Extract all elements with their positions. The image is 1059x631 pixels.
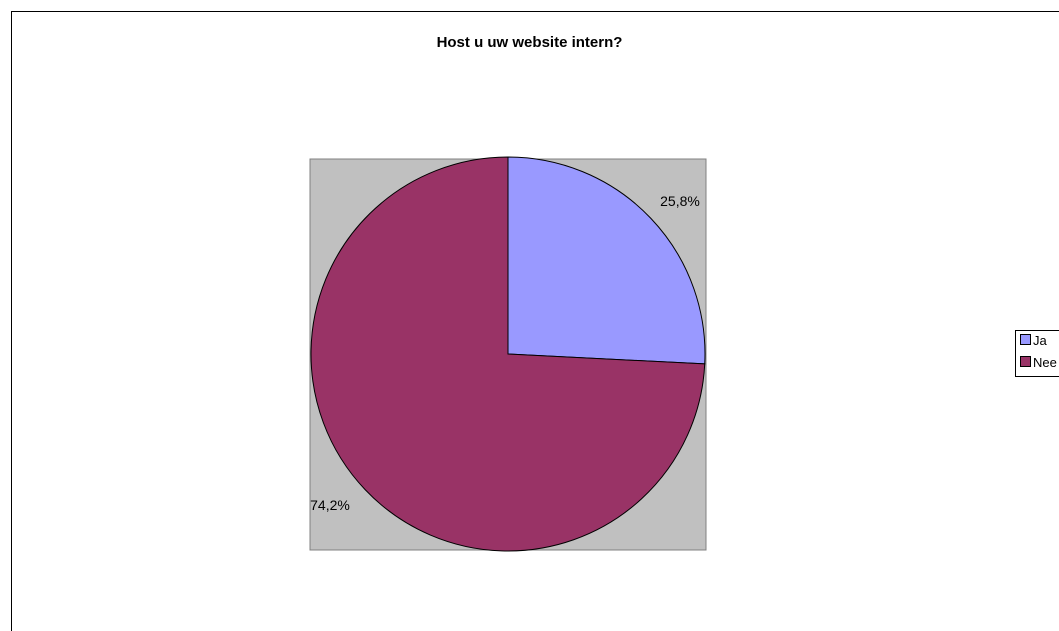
legend-item-nee: Nee [1020,356,1057,370]
chart-title: Host u uw website intern? [436,34,623,51]
legend: Ja Nee [1015,330,1059,377]
data-label-nee: 74,2% [310,497,350,513]
data-label-ja: 25,8% [660,193,700,209]
legend-label-nee: Nee [1033,355,1057,370]
legend-swatch-ja [1020,334,1031,345]
legend-item-ja: Ja [1020,334,1047,348]
pie-slice-nee [310,156,706,552]
pie-slice-ja [507,156,706,365]
pie-slices [310,156,706,552]
legend-swatch-nee [1020,356,1031,367]
pie-data-labels: 25,8% 74,2% [310,193,700,513]
legend-label-ja: Ja [1033,333,1047,348]
